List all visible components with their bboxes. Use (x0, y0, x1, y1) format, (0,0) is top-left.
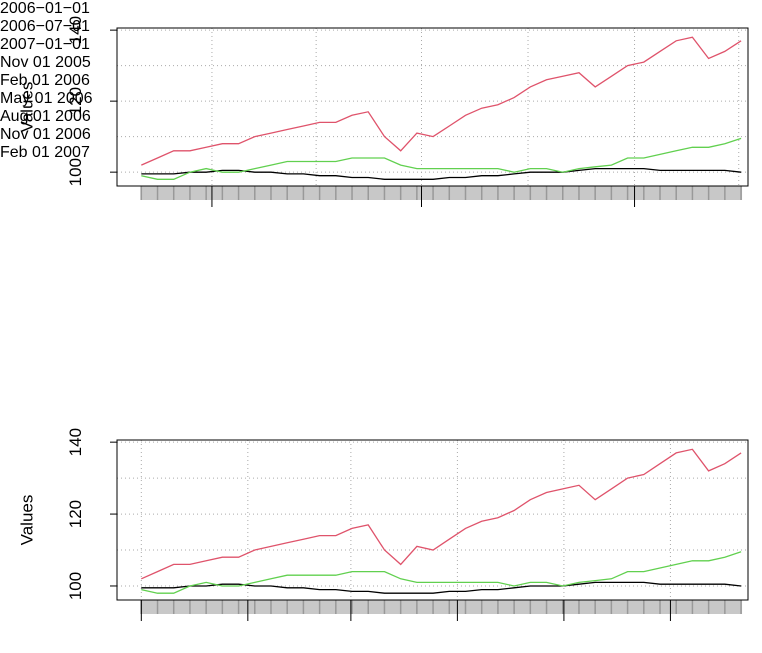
y-tick-label: 120 (66, 87, 85, 115)
x-tick-label: 2007−01−01 (0, 36, 90, 53)
y-axis-label: Values (17, 495, 36, 546)
y-axis-label: Values (17, 82, 36, 133)
series-line (141, 448, 742, 580)
y-tick-label: 100 (66, 572, 85, 600)
plot-frame (116, 27, 749, 187)
plot-frame (116, 439, 749, 601)
x-tick-label: Nov 01 2006 (0, 126, 91, 143)
x-tick-label: Feb 01 2007 (0, 144, 90, 161)
x-tick-label: 2006−07−01 (0, 18, 90, 35)
x-tick-label: Nov 01 2005 (0, 54, 91, 71)
x-tick-label: 2006−01−01 (0, 0, 90, 17)
x-tick-label: Aug 01 2006 (0, 108, 91, 125)
series-line (141, 36, 742, 166)
series-line (141, 581, 742, 594)
y-tick-label: 140 (66, 428, 85, 456)
rug-strip (140, 186, 743, 200)
y-tick-label: 100 (66, 158, 85, 186)
rug-strip (140, 600, 743, 614)
x-tick-label: May 01 2006 (0, 90, 93, 107)
x-tick-label: Feb 01 2006 (0, 72, 90, 89)
series-line (141, 551, 742, 594)
y-tick-label: 120 (66, 500, 85, 528)
series-line (141, 167, 742, 180)
y-tick-label: 140 (66, 16, 85, 44)
series-line (141, 137, 742, 180)
